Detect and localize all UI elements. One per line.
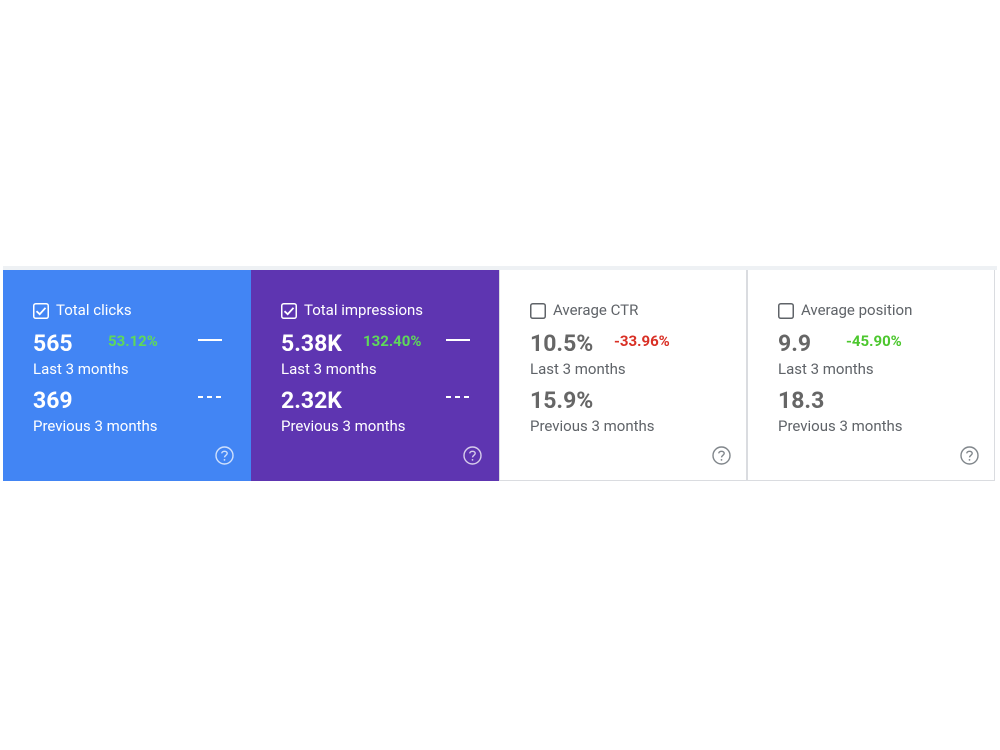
previous-line-legend bbox=[198, 396, 222, 398]
previous-line-legend bbox=[446, 396, 470, 398]
help-icon[interactable] bbox=[215, 446, 234, 465]
checkbox[interactable] bbox=[33, 303, 49, 319]
panel-border bbox=[3, 266, 997, 270]
previous-period: Previous 3 months bbox=[530, 417, 655, 435]
metric-card[interactable]: Average CTR 10.5% Last 3 months -33.96% 15.9… bbox=[499, 270, 747, 481]
current-period: Last 3 months bbox=[530, 360, 626, 378]
previous-period: Previous 3 months bbox=[778, 417, 903, 435]
change-value: -33.96% bbox=[614, 332, 670, 350]
metric-card[interactable]: Total clicks 565 Last 3 months 53.12% 369 Pre… bbox=[3, 270, 251, 481]
previous-period: Previous 3 months bbox=[33, 417, 158, 435]
help-icon[interactable] bbox=[463, 446, 482, 465]
current-period: Last 3 months bbox=[281, 360, 377, 378]
checkbox[interactable] bbox=[530, 303, 546, 319]
previous-period: Previous 3 months bbox=[281, 417, 406, 435]
previous-value: 369 bbox=[33, 387, 73, 414]
current-value: 10.5% bbox=[530, 330, 594, 357]
current-value: 565 bbox=[33, 330, 73, 357]
checkbox[interactable] bbox=[281, 303, 297, 319]
current-line-legend bbox=[198, 339, 222, 341]
metric-label: Average CTR bbox=[553, 301, 639, 319]
checkbox[interactable] bbox=[778, 303, 794, 319]
current-value: 9.9 bbox=[778, 330, 812, 357]
help-icon[interactable] bbox=[712, 446, 731, 465]
metric-label: Average position bbox=[801, 301, 913, 319]
change-value: -45.90% bbox=[846, 332, 902, 350]
metric-card[interactable]: Average position 9.9 Last 3 months -45.90% 1… bbox=[747, 270, 995, 481]
current-period: Last 3 months bbox=[33, 360, 129, 378]
change-value: 53.12% bbox=[108, 332, 158, 350]
metric-label: Total clicks bbox=[56, 301, 132, 319]
current-line-legend bbox=[446, 339, 470, 341]
metric-card[interactable]: Total impressions 5.38K Last 3 months 132.4… bbox=[251, 270, 499, 481]
current-period: Last 3 months bbox=[778, 360, 874, 378]
previous-value: 15.9% bbox=[530, 387, 594, 414]
previous-value: 2.32K bbox=[281, 387, 342, 414]
change-value: 132.40% bbox=[363, 332, 422, 350]
metric-label: Total impressions bbox=[304, 301, 424, 319]
current-value: 5.38K bbox=[281, 330, 342, 357]
help-icon[interactable] bbox=[960, 446, 979, 465]
previous-value: 18.3 bbox=[778, 387, 825, 414]
